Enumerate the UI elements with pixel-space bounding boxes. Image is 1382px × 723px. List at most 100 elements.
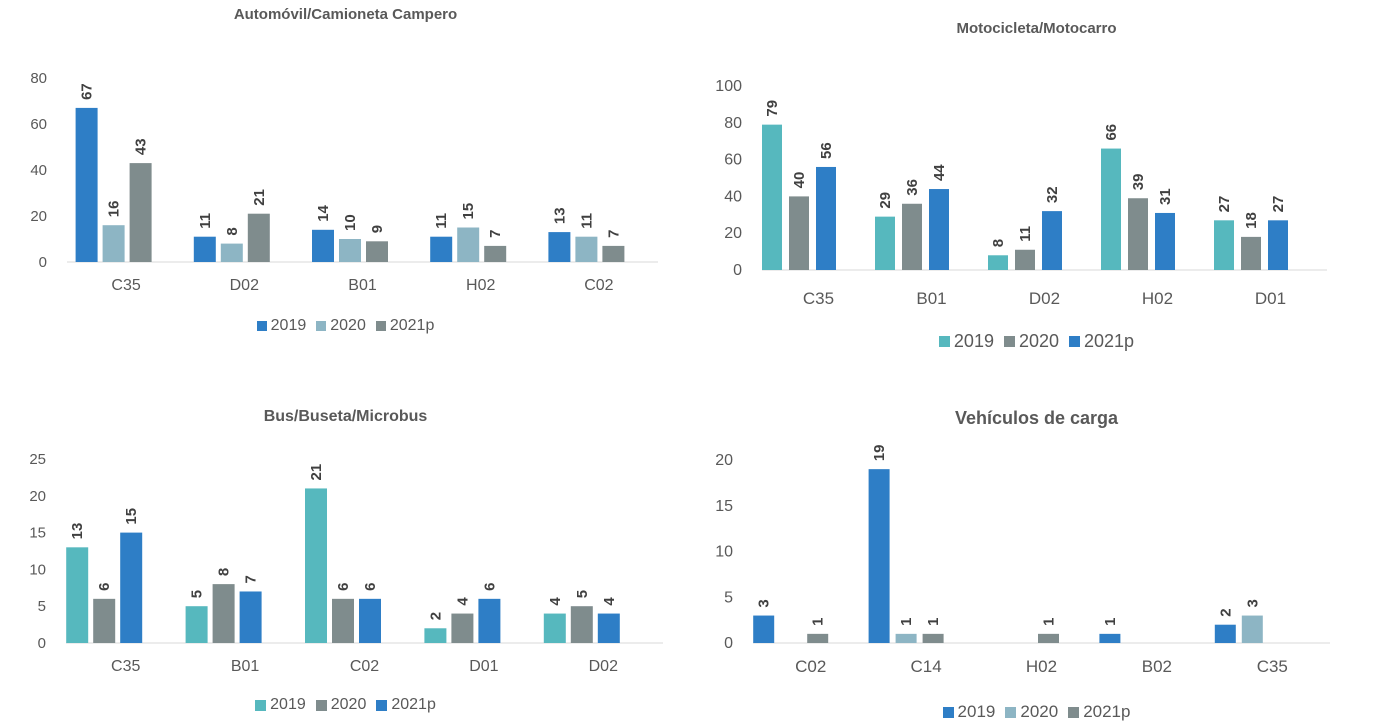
y-tick-label: 0	[733, 262, 742, 279]
data-label: 27	[1270, 196, 1287, 213]
data-label: 1	[810, 618, 827, 626]
y-tick-label: 0	[724, 635, 733, 652]
data-label: 4	[454, 597, 471, 606]
data-label: 2	[427, 612, 444, 620]
legend-swatch	[315, 699, 327, 711]
data-label: 6	[362, 582, 379, 590]
category-label: D02	[1029, 289, 1060, 308]
legend-item: 2019	[942, 702, 996, 722]
bar-chart-svg: 0 5 10 15 20 3 1 C02 19 1 1 C14 1 H02 1 B02 2 3 C35	[715, 444, 1330, 676]
data-label: 1	[898, 618, 915, 626]
y-tick-label: 60	[724, 152, 742, 169]
data-label: 5	[574, 590, 591, 598]
legend-label: 2020	[1018, 331, 1060, 351]
y-tick-label: 0	[39, 254, 47, 271]
data-label: 10	[342, 214, 359, 231]
data-label: 32	[1044, 186, 1061, 203]
y-tick-label: 40	[724, 188, 742, 205]
data-label: 66	[1103, 124, 1120, 141]
bar	[129, 163, 152, 262]
bar	[902, 203, 922, 270]
bar	[988, 255, 1008, 270]
bar	[602, 245, 625, 262]
data-label: 40	[791, 172, 808, 189]
y-tick-label: 20	[724, 225, 742, 242]
data-label: 8	[224, 227, 241, 235]
legend-label: 2019	[957, 702, 996, 721]
category-label: B01	[348, 277, 377, 294]
data-label: 15	[460, 203, 477, 220]
bar	[424, 628, 447, 643]
bar	[451, 613, 474, 643]
chart-bus: Bus/Buseta/Microbus 0 5 10 15 20 25 13 6 15 C35 5 8…	[0, 408, 691, 714]
bar	[1038, 633, 1059, 643]
category-label: H02	[466, 277, 495, 294]
bar	[1241, 615, 1263, 643]
bar	[1241, 236, 1261, 270]
data-label: 18	[1243, 212, 1260, 229]
data-label: 7	[487, 230, 504, 238]
legend-label: 2021p	[391, 696, 436, 713]
category-label: C35	[1257, 657, 1288, 676]
bar	[929, 189, 949, 270]
data-label: 14	[315, 204, 332, 221]
category-label: B01	[231, 658, 260, 675]
chart-legend: 2019 2020 2021p	[0, 696, 691, 714]
category-label: D02	[230, 277, 259, 294]
data-label: 21	[308, 464, 325, 481]
data-label: 44	[931, 164, 948, 181]
bar	[220, 243, 243, 262]
bar	[1015, 249, 1035, 270]
bar	[366, 241, 388, 262]
legend-item: 2021p	[1069, 331, 1134, 352]
data-label: 1	[1041, 618, 1058, 626]
y-tick-label: 20	[715, 452, 733, 469]
y-tick-label: 60	[30, 116, 47, 133]
category-label: C02	[350, 658, 379, 675]
legend-label: 2020	[1020, 702, 1059, 721]
y-tick-label: 80	[724, 115, 742, 132]
data-label: 13	[69, 523, 86, 540]
bar	[102, 225, 125, 262]
data-label: 19	[871, 444, 888, 461]
category-label: C35	[803, 289, 834, 308]
legend-item: 2021p	[375, 317, 434, 335]
legend-item: 2021p	[1068, 702, 1130, 722]
legend-swatch	[1068, 706, 1080, 718]
data-label: 3	[756, 599, 773, 607]
legend-swatch	[256, 321, 267, 331]
category-label: C02	[795, 657, 826, 676]
legend-label: 2019	[953, 331, 994, 351]
data-label: 7	[243, 575, 260, 583]
bar	[922, 633, 944, 643]
legend-item: 2020	[316, 317, 366, 335]
data-label: 8	[990, 239, 1007, 247]
data-label: 27	[1216, 196, 1233, 213]
legend-item: 2020	[1005, 702, 1058, 722]
bar	[457, 227, 480, 262]
legend-swatch	[1005, 706, 1017, 718]
category-label: C02	[584, 277, 613, 294]
data-label: 39	[1130, 174, 1147, 191]
data-label: 15	[123, 508, 140, 525]
category-label: C35	[111, 277, 140, 294]
category-label: C35	[111, 658, 140, 675]
data-label: 8	[216, 568, 233, 576]
bar	[753, 615, 775, 643]
bar	[868, 469, 890, 643]
legend-item: 2021p	[376, 696, 436, 714]
bar	[93, 598, 116, 643]
data-label: 1	[925, 618, 942, 626]
y-tick-label: 25	[29, 451, 46, 468]
y-tick-label: 80	[30, 70, 47, 87]
category-label: H02	[1026, 657, 1057, 676]
category-label: B01	[916, 289, 946, 308]
bar	[305, 488, 327, 643]
data-label: 4	[601, 597, 618, 606]
chart-legend: 2019 2020 2021p	[0, 317, 691, 335]
legend-swatch	[316, 321, 327, 331]
bar	[1101, 148, 1121, 270]
y-tick-label: 0	[38, 635, 46, 652]
y-tick-label: 10	[715, 544, 733, 561]
bar	[212, 584, 235, 643]
